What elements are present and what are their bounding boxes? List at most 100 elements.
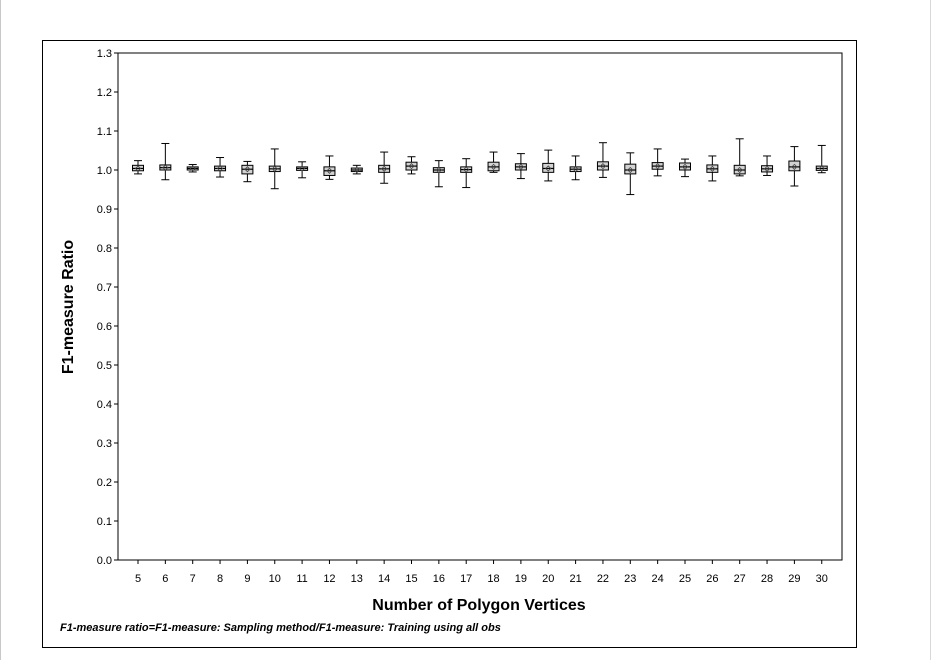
x-tick-label: 26: [706, 573, 718, 585]
box-25: [679, 158, 691, 178]
x-tick-label: 8: [217, 573, 223, 585]
x-tick-label: 27: [734, 573, 746, 585]
box-27: [733, 138, 746, 177]
y-tick-label: 0.6: [97, 321, 112, 333]
mean-marker: [818, 165, 825, 172]
x-tick-label: 24: [652, 573, 664, 585]
x-tick-label: 7: [190, 573, 196, 585]
x-tick-label: 28: [761, 573, 773, 585]
box-30: [815, 144, 828, 174]
box-13: [350, 164, 363, 175]
y-tick-label: 0.1: [97, 516, 112, 528]
box-12: [323, 155, 336, 180]
mean-marker: [162, 164, 169, 171]
mean-marker: [463, 166, 470, 173]
box-8: [214, 157, 227, 178]
chart-footnote: F1-measure ratio=F1-measure: Sampling me…: [60, 622, 501, 634]
mean-marker: [189, 165, 196, 172]
x-tick-label: 6: [162, 573, 168, 585]
x-tick-label: 25: [679, 573, 691, 585]
y-tick-label: 0.3: [97, 438, 112, 450]
box-17: [460, 158, 473, 189]
mean-marker: [134, 165, 142, 172]
iqr-box: [624, 163, 637, 175]
box-21: [569, 155, 582, 181]
x-tick-label: 5: [135, 573, 141, 585]
box-7: [186, 164, 199, 173]
page-left-border: [0, 0, 1, 660]
y-tick-label: 0.5: [97, 360, 112, 372]
mean-marker: [381, 165, 388, 172]
box-5: [132, 160, 144, 175]
mean-marker: [517, 163, 524, 170]
x-tick-label: 9: [244, 573, 250, 585]
mean-marker: [763, 165, 771, 172]
mean-marker: [599, 163, 607, 170]
x-tick-label: 15: [405, 573, 417, 585]
box-20: [542, 149, 555, 182]
mean-marker: [353, 166, 360, 174]
x-tick-label: 19: [515, 573, 527, 585]
mean-marker: [326, 167, 333, 174]
mean-marker: [545, 165, 552, 172]
box-11: [296, 161, 309, 179]
y-tick-label: 0.2: [97, 477, 112, 489]
mean-marker: [654, 163, 661, 170]
x-tick-label: 16: [433, 573, 445, 585]
box-19: [514, 153, 527, 180]
plot-area-border: [117, 52, 843, 561]
mean-marker: [681, 163, 689, 170]
box-16: [432, 160, 445, 188]
x-tick-label: 17: [460, 573, 472, 585]
mean-marker: [435, 166, 442, 174]
x-tick-label: 29: [788, 573, 800, 585]
mean-marker: [736, 166, 743, 174]
box-15: [405, 156, 418, 175]
y-tick-label: 0.0: [97, 555, 112, 567]
x-tick-label: 14: [378, 573, 390, 585]
box-28: [761, 155, 774, 176]
x-tick-label: 20: [542, 573, 554, 585]
y-tick-label: 1.3: [97, 48, 112, 60]
x-axis-title: Number of Polygon Vertices: [372, 597, 585, 614]
box-14: [378, 151, 391, 184]
mean-marker: [709, 165, 716, 172]
y-axis-title: F1-measure Ratio: [60, 240, 77, 374]
y-tick-label: 1.0: [97, 165, 112, 177]
x-tick-label: 30: [816, 573, 828, 585]
box-18: [487, 151, 500, 173]
y-tick-label: 0.9: [97, 204, 112, 216]
iqr-box: [788, 160, 801, 172]
y-tick-label: 0.7: [97, 282, 112, 294]
y-tick-label: 0.8: [97, 243, 112, 255]
box-23: [624, 152, 637, 196]
x-tick-label: 21: [569, 573, 581, 585]
page-right-border: [930, 0, 931, 660]
x-tick-label: 22: [597, 573, 609, 585]
y-tick-label: 0.4: [97, 399, 112, 411]
mean-marker: [408, 163, 415, 170]
mean-marker: [572, 166, 579, 173]
y-tick-label: 1.1: [97, 126, 112, 138]
box-9: [241, 160, 254, 183]
mean-marker: [490, 163, 497, 170]
x-tick-label: 12: [323, 573, 335, 585]
x-tick-label: 11: [296, 573, 307, 585]
box-29: [788, 146, 801, 187]
x-tick-label: 13: [351, 573, 363, 585]
mean-marker: [791, 163, 798, 170]
mean-marker: [299, 165, 306, 172]
x-tick-label: 23: [624, 573, 636, 585]
y-tick-label: 1.2: [97, 87, 112, 99]
chart-frame: [42, 40, 857, 648]
x-tick-label: 18: [487, 573, 499, 585]
box-26: [706, 155, 719, 182]
box-22: [596, 142, 609, 178]
mean-marker: [216, 165, 224, 172]
mean-marker: [627, 166, 634, 174]
mean-marker: [271, 165, 278, 172]
box-10: [268, 148, 281, 190]
box-24: [651, 148, 664, 177]
mean-marker: [244, 166, 251, 173]
